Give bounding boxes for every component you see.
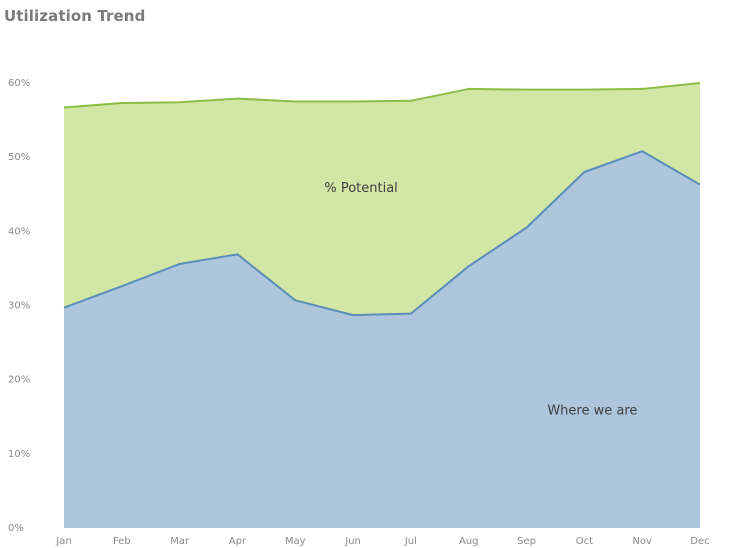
x-tick-label: Mar (170, 536, 190, 547)
x-tick-label: May (285, 536, 306, 547)
series-annotation: % Potential (324, 181, 397, 196)
x-tick-label: Apr (229, 536, 247, 547)
x-tick-label: Dec (690, 536, 709, 547)
x-tick-label: Jan (55, 536, 71, 547)
line-potential (63, 82, 701, 109)
x-tick-label: Oct (576, 536, 593, 547)
y-tick-label: 10% (8, 449, 30, 460)
x-tick-label: Jul (404, 536, 417, 547)
x-tick-label: Jun (344, 536, 361, 547)
y-tick-label: 20% (8, 375, 30, 386)
y-tick-label: 30% (8, 301, 30, 312)
y-tick-label: 50% (8, 152, 30, 163)
chart-title: Utilization Trend (4, 7, 146, 25)
y-axis: 0% 10% 20% 30% 40% 50% 60% (8, 78, 30, 534)
x-tick-label: Aug (459, 536, 479, 547)
x-tick-label: Feb (113, 536, 131, 547)
y-tick-label: 40% (8, 226, 30, 237)
line-where-we-are (63, 150, 701, 317)
annotations: % Potential Where we are (324, 181, 637, 419)
x-tick-label: Sep (517, 536, 536, 547)
area-where-we-are (64, 151, 700, 528)
x-axis: Jan Feb Mar Apr May Jun Jul Aug Sep Oct Nov Dec (55, 536, 709, 547)
x-tick-label: Nov (632, 536, 652, 547)
area-potential (64, 83, 700, 316)
plot-area (63, 82, 701, 528)
series-annotation: Where we are (547, 403, 637, 418)
y-tick-label: 60% (8, 78, 30, 89)
y-tick-label: 0% (8, 523, 24, 534)
